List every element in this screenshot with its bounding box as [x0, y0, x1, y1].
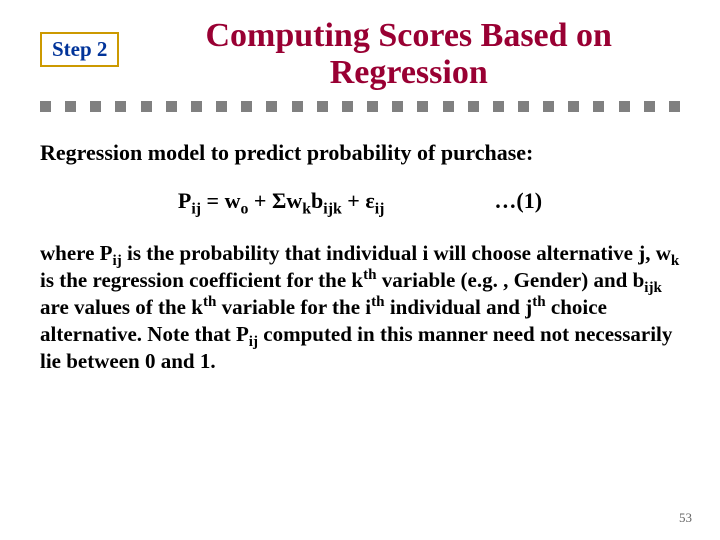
- body-sub-4: ij: [249, 334, 258, 350]
- eq-equals: =: [201, 188, 225, 213]
- intro-text: Regression model to predict probability …: [40, 140, 680, 166]
- divider-square: [518, 101, 529, 112]
- eq-bijk-sub: ijk: [323, 201, 341, 218]
- eq-num: (1): [516, 188, 542, 213]
- divider-square: [417, 101, 428, 112]
- divider-square: [317, 101, 328, 112]
- divider-square: [392, 101, 403, 112]
- body-frag-2: is the probability that individual i wil…: [122, 241, 671, 265]
- divider-square: [166, 101, 177, 112]
- divider-square: [216, 101, 227, 112]
- eq-sigma: Σ: [272, 188, 286, 213]
- divider-square: [443, 101, 454, 112]
- divider-square: [65, 101, 76, 112]
- body-frag-1: where P: [40, 241, 113, 265]
- eq-eps-sub: ij: [375, 201, 385, 218]
- body-sub-2: k: [671, 254, 679, 270]
- divider-square: [468, 101, 479, 112]
- title-line-1: Computing Scores Based on: [205, 17, 612, 54]
- divider-square: [367, 101, 378, 112]
- divider: [40, 101, 680, 112]
- divider-square: [40, 101, 51, 112]
- divider-square: [342, 101, 353, 112]
- slide: Step 2 Computing Scores Based on Regress…: [0, 0, 720, 540]
- divider-square: [90, 101, 101, 112]
- eq-plus-1: +: [248, 188, 272, 213]
- divider-square: [543, 101, 554, 112]
- body-frag-7: individual and j: [385, 295, 533, 319]
- eq-wk-base: w: [286, 188, 302, 213]
- divider-square: [241, 101, 252, 112]
- eq-dots: …: [494, 188, 516, 213]
- body-frag-5: are values of the k: [40, 295, 203, 319]
- divider-square: [191, 101, 202, 112]
- page-number: 53: [679, 510, 692, 526]
- body-sup-2: th: [203, 294, 216, 310]
- eq-wk-sub: k: [302, 201, 311, 218]
- divider-square: [493, 101, 504, 112]
- header-row: Step 2 Computing Scores Based on Regress…: [40, 18, 680, 91]
- body-sup-4: th: [532, 294, 545, 310]
- divider-square: [266, 101, 277, 112]
- divider-square: [141, 101, 152, 112]
- slide-title: Computing Scores Based on Regression: [137, 18, 680, 91]
- divider-square: [644, 101, 655, 112]
- eq-lhs-sub: ij: [191, 201, 201, 218]
- body-frag-3: is the regression coefficient for the k: [40, 268, 363, 292]
- eq-bijk-base: b: [311, 188, 323, 213]
- eq-w0-base: w: [225, 188, 241, 213]
- equation-number: …(1): [494, 188, 542, 214]
- divider-square: [593, 101, 604, 112]
- step-label: Step 2: [52, 37, 107, 61]
- divider-square: [292, 101, 303, 112]
- body-sup-1: th: [363, 267, 376, 283]
- eq-lhs-base: P: [178, 188, 191, 213]
- eq-plus-2: +: [342, 188, 366, 213]
- divider-square: [115, 101, 126, 112]
- body-paragraph: where P ij is the probability that indivi…: [40, 240, 680, 374]
- equation: Pij = wo + Σwkbijk + εij: [178, 188, 384, 214]
- step-badge: Step 2: [40, 32, 119, 67]
- divider-square: [669, 101, 680, 112]
- body-sub-3: ijk: [644, 281, 662, 297]
- body-sup-3: th: [371, 294, 384, 310]
- eq-eps: ε: [365, 188, 374, 213]
- equation-row: Pij = wo + Σwkbijk + εij …(1): [40, 188, 680, 214]
- body-frag-6: variable for the i: [216, 295, 371, 319]
- divider-square: [568, 101, 579, 112]
- body-frag-4: variable (e.g. , Gender) and b: [377, 268, 645, 292]
- title-line-2: Regression: [330, 54, 488, 91]
- divider-square: [619, 101, 630, 112]
